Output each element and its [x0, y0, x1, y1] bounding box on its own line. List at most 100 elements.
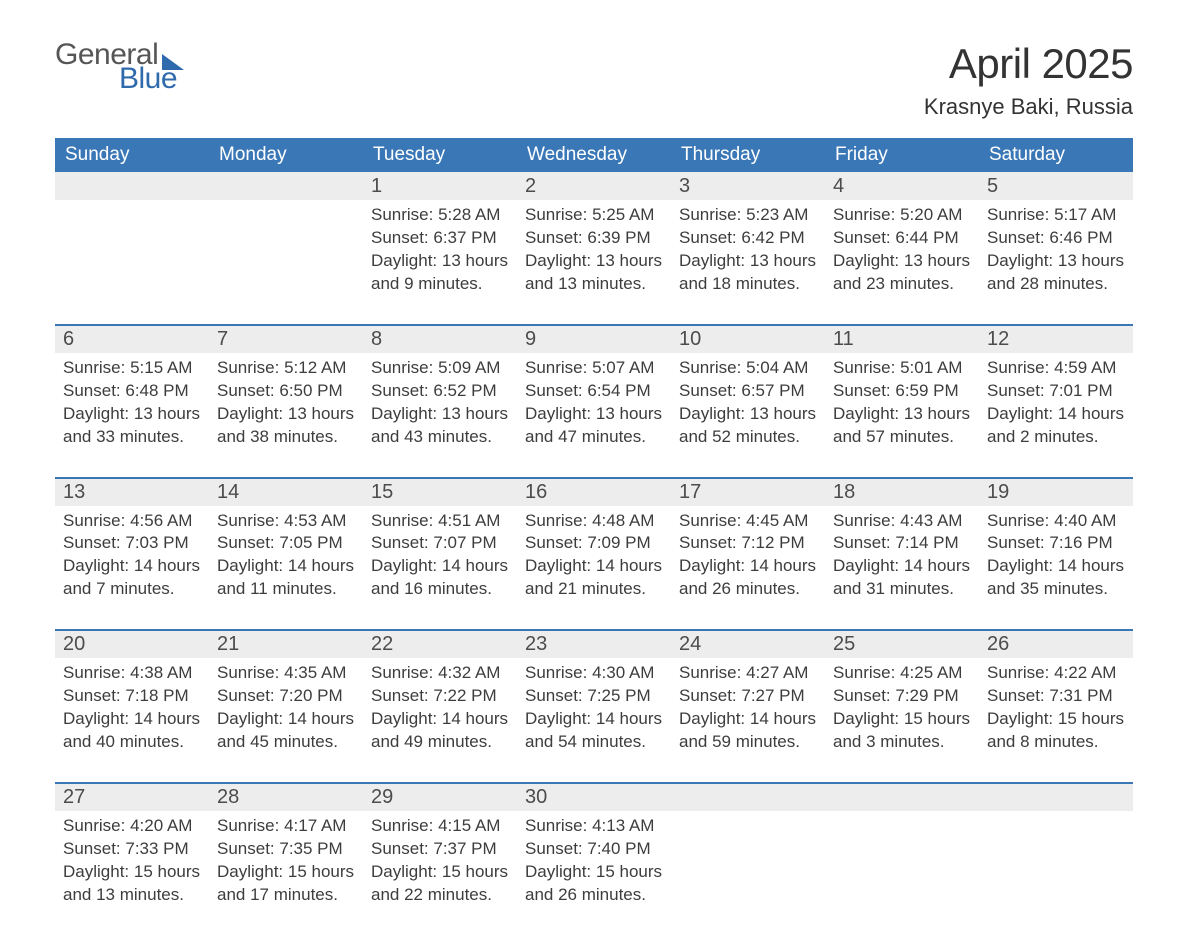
day-header: Friday	[825, 138, 979, 172]
day-details-cell: Sunrise: 4:20 AMSunset: 7:33 PMDaylight:…	[55, 811, 209, 935]
daylight-text: Daylight: 14 hours and 40 minutes.	[63, 708, 201, 754]
daylight-text: Daylight: 14 hours and 59 minutes.	[679, 708, 817, 754]
sunset-text: Sunset: 7:29 PM	[833, 685, 971, 708]
day-details-cell: Sunrise: 5:20 AMSunset: 6:44 PMDaylight:…	[825, 200, 979, 325]
brand-word-2: Blue	[119, 64, 184, 94]
sunrise-text: Sunrise: 4:56 AM	[63, 510, 201, 533]
day-details-cell	[209, 200, 363, 325]
sunset-text: Sunset: 7:31 PM	[987, 685, 1125, 708]
sunrise-text: Sunrise: 4:40 AM	[987, 510, 1125, 533]
day-details-cell: Sunrise: 5:28 AMSunset: 6:37 PMDaylight:…	[363, 200, 517, 325]
day-number-cell	[55, 172, 209, 200]
sunset-text: Sunset: 7:35 PM	[217, 838, 355, 861]
daylight-text: Daylight: 14 hours and 35 minutes.	[987, 555, 1125, 601]
day-number-cell: 22	[363, 630, 517, 658]
sunrise-text: Sunrise: 4:15 AM	[371, 815, 509, 838]
day-details-cell: Sunrise: 4:51 AMSunset: 7:07 PMDaylight:…	[363, 506, 517, 631]
day-number-cell: 25	[825, 630, 979, 658]
day-number-cell: 24	[671, 630, 825, 658]
sunrise-text: Sunrise: 5:20 AM	[833, 204, 971, 227]
sunrise-text: Sunrise: 4:48 AM	[525, 510, 663, 533]
day-number-cell: 29	[363, 783, 517, 811]
location-label: Krasnye Baki, Russia	[924, 94, 1133, 120]
sunrise-text: Sunrise: 5:01 AM	[833, 357, 971, 380]
day-header: Thursday	[671, 138, 825, 172]
calendar-header-row: SundayMondayTuesdayWednesdayThursdayFrid…	[55, 138, 1133, 172]
sunrise-text: Sunrise: 4:20 AM	[63, 815, 201, 838]
day-header: Sunday	[55, 138, 209, 172]
day-details-cell	[979, 811, 1133, 935]
daylight-text: Daylight: 13 hours and 13 minutes.	[525, 250, 663, 296]
sunset-text: Sunset: 7:22 PM	[371, 685, 509, 708]
sunset-text: Sunset: 7:09 PM	[525, 532, 663, 555]
sunrise-text: Sunrise: 5:12 AM	[217, 357, 355, 380]
day-number-cell	[825, 783, 979, 811]
day-header: Monday	[209, 138, 363, 172]
day-details-cell: Sunrise: 5:09 AMSunset: 6:52 PMDaylight:…	[363, 353, 517, 478]
day-number-cell: 20	[55, 630, 209, 658]
day-details-cell: Sunrise: 5:17 AMSunset: 6:46 PMDaylight:…	[979, 200, 1133, 325]
sunrise-text: Sunrise: 5:07 AM	[525, 357, 663, 380]
sunset-text: Sunset: 6:37 PM	[371, 227, 509, 250]
day-details-cell: Sunrise: 5:07 AMSunset: 6:54 PMDaylight:…	[517, 353, 671, 478]
sunrise-text: Sunrise: 4:17 AM	[217, 815, 355, 838]
daylight-text: Daylight: 13 hours and 52 minutes.	[679, 403, 817, 449]
day-header: Tuesday	[363, 138, 517, 172]
sunset-text: Sunset: 7:07 PM	[371, 532, 509, 555]
sunrise-text: Sunrise: 5:25 AM	[525, 204, 663, 227]
day-number-cell: 13	[55, 478, 209, 506]
daylight-text: Daylight: 14 hours and 45 minutes.	[217, 708, 355, 754]
day-details-cell: Sunrise: 4:22 AMSunset: 7:31 PMDaylight:…	[979, 658, 1133, 783]
sunset-text: Sunset: 7:05 PM	[217, 532, 355, 555]
day-number-cell: 4	[825, 172, 979, 200]
sunrise-text: Sunrise: 4:25 AM	[833, 662, 971, 685]
day-details-cell: Sunrise: 4:17 AMSunset: 7:35 PMDaylight:…	[209, 811, 363, 935]
day-details-cell	[671, 811, 825, 935]
sunset-text: Sunset: 6:39 PM	[525, 227, 663, 250]
day-details-cell: Sunrise: 4:40 AMSunset: 7:16 PMDaylight:…	[979, 506, 1133, 631]
sunset-text: Sunset: 7:20 PM	[217, 685, 355, 708]
sunset-text: Sunset: 6:54 PM	[525, 380, 663, 403]
sunrise-text: Sunrise: 4:30 AM	[525, 662, 663, 685]
sunrise-text: Sunrise: 4:35 AM	[217, 662, 355, 685]
sunrise-text: Sunrise: 5:23 AM	[679, 204, 817, 227]
day-number-cell: 19	[979, 478, 1133, 506]
daylight-text: Daylight: 15 hours and 3 minutes.	[833, 708, 971, 754]
day-details-cell: Sunrise: 4:59 AMSunset: 7:01 PMDaylight:…	[979, 353, 1133, 478]
sunset-text: Sunset: 7:03 PM	[63, 532, 201, 555]
day-number-cell	[209, 172, 363, 200]
day-details-cell: Sunrise: 4:30 AMSunset: 7:25 PMDaylight:…	[517, 658, 671, 783]
daylight-text: Daylight: 13 hours and 47 minutes.	[525, 403, 663, 449]
sunrise-text: Sunrise: 4:43 AM	[833, 510, 971, 533]
daylight-text: Daylight: 13 hours and 38 minutes.	[217, 403, 355, 449]
page-header: General Blue April 2025 Krasnye Baki, Ru…	[55, 40, 1133, 120]
day-number-cell: 21	[209, 630, 363, 658]
daylight-text: Daylight: 15 hours and 22 minutes.	[371, 861, 509, 907]
sunrise-text: Sunrise: 4:53 AM	[217, 510, 355, 533]
day-details-cell: Sunrise: 5:15 AMSunset: 6:48 PMDaylight:…	[55, 353, 209, 478]
sunrise-text: Sunrise: 4:13 AM	[525, 815, 663, 838]
day-number-cell: 16	[517, 478, 671, 506]
day-details-cell: Sunrise: 5:12 AMSunset: 6:50 PMDaylight:…	[209, 353, 363, 478]
sunset-text: Sunset: 6:50 PM	[217, 380, 355, 403]
sunrise-text: Sunrise: 4:51 AM	[371, 510, 509, 533]
daylight-text: Daylight: 14 hours and 7 minutes.	[63, 555, 201, 601]
sunset-text: Sunset: 6:42 PM	[679, 227, 817, 250]
day-details-cell: Sunrise: 5:01 AMSunset: 6:59 PMDaylight:…	[825, 353, 979, 478]
day-number-cell: 5	[979, 172, 1133, 200]
day-header: Saturday	[979, 138, 1133, 172]
daylight-text: Daylight: 14 hours and 54 minutes.	[525, 708, 663, 754]
day-number-cell	[979, 783, 1133, 811]
sunset-text: Sunset: 7:16 PM	[987, 532, 1125, 555]
sunset-text: Sunset: 7:27 PM	[679, 685, 817, 708]
daylight-text: Daylight: 14 hours and 11 minutes.	[217, 555, 355, 601]
day-number-cell: 7	[209, 325, 363, 353]
day-number-cell: 2	[517, 172, 671, 200]
day-number-cell: 14	[209, 478, 363, 506]
sunset-text: Sunset: 7:12 PM	[679, 532, 817, 555]
day-number-cell: 17	[671, 478, 825, 506]
daylight-text: Daylight: 14 hours and 49 minutes.	[371, 708, 509, 754]
day-number-cell: 3	[671, 172, 825, 200]
sunset-text: Sunset: 6:46 PM	[987, 227, 1125, 250]
sunrise-text: Sunrise: 5:15 AM	[63, 357, 201, 380]
